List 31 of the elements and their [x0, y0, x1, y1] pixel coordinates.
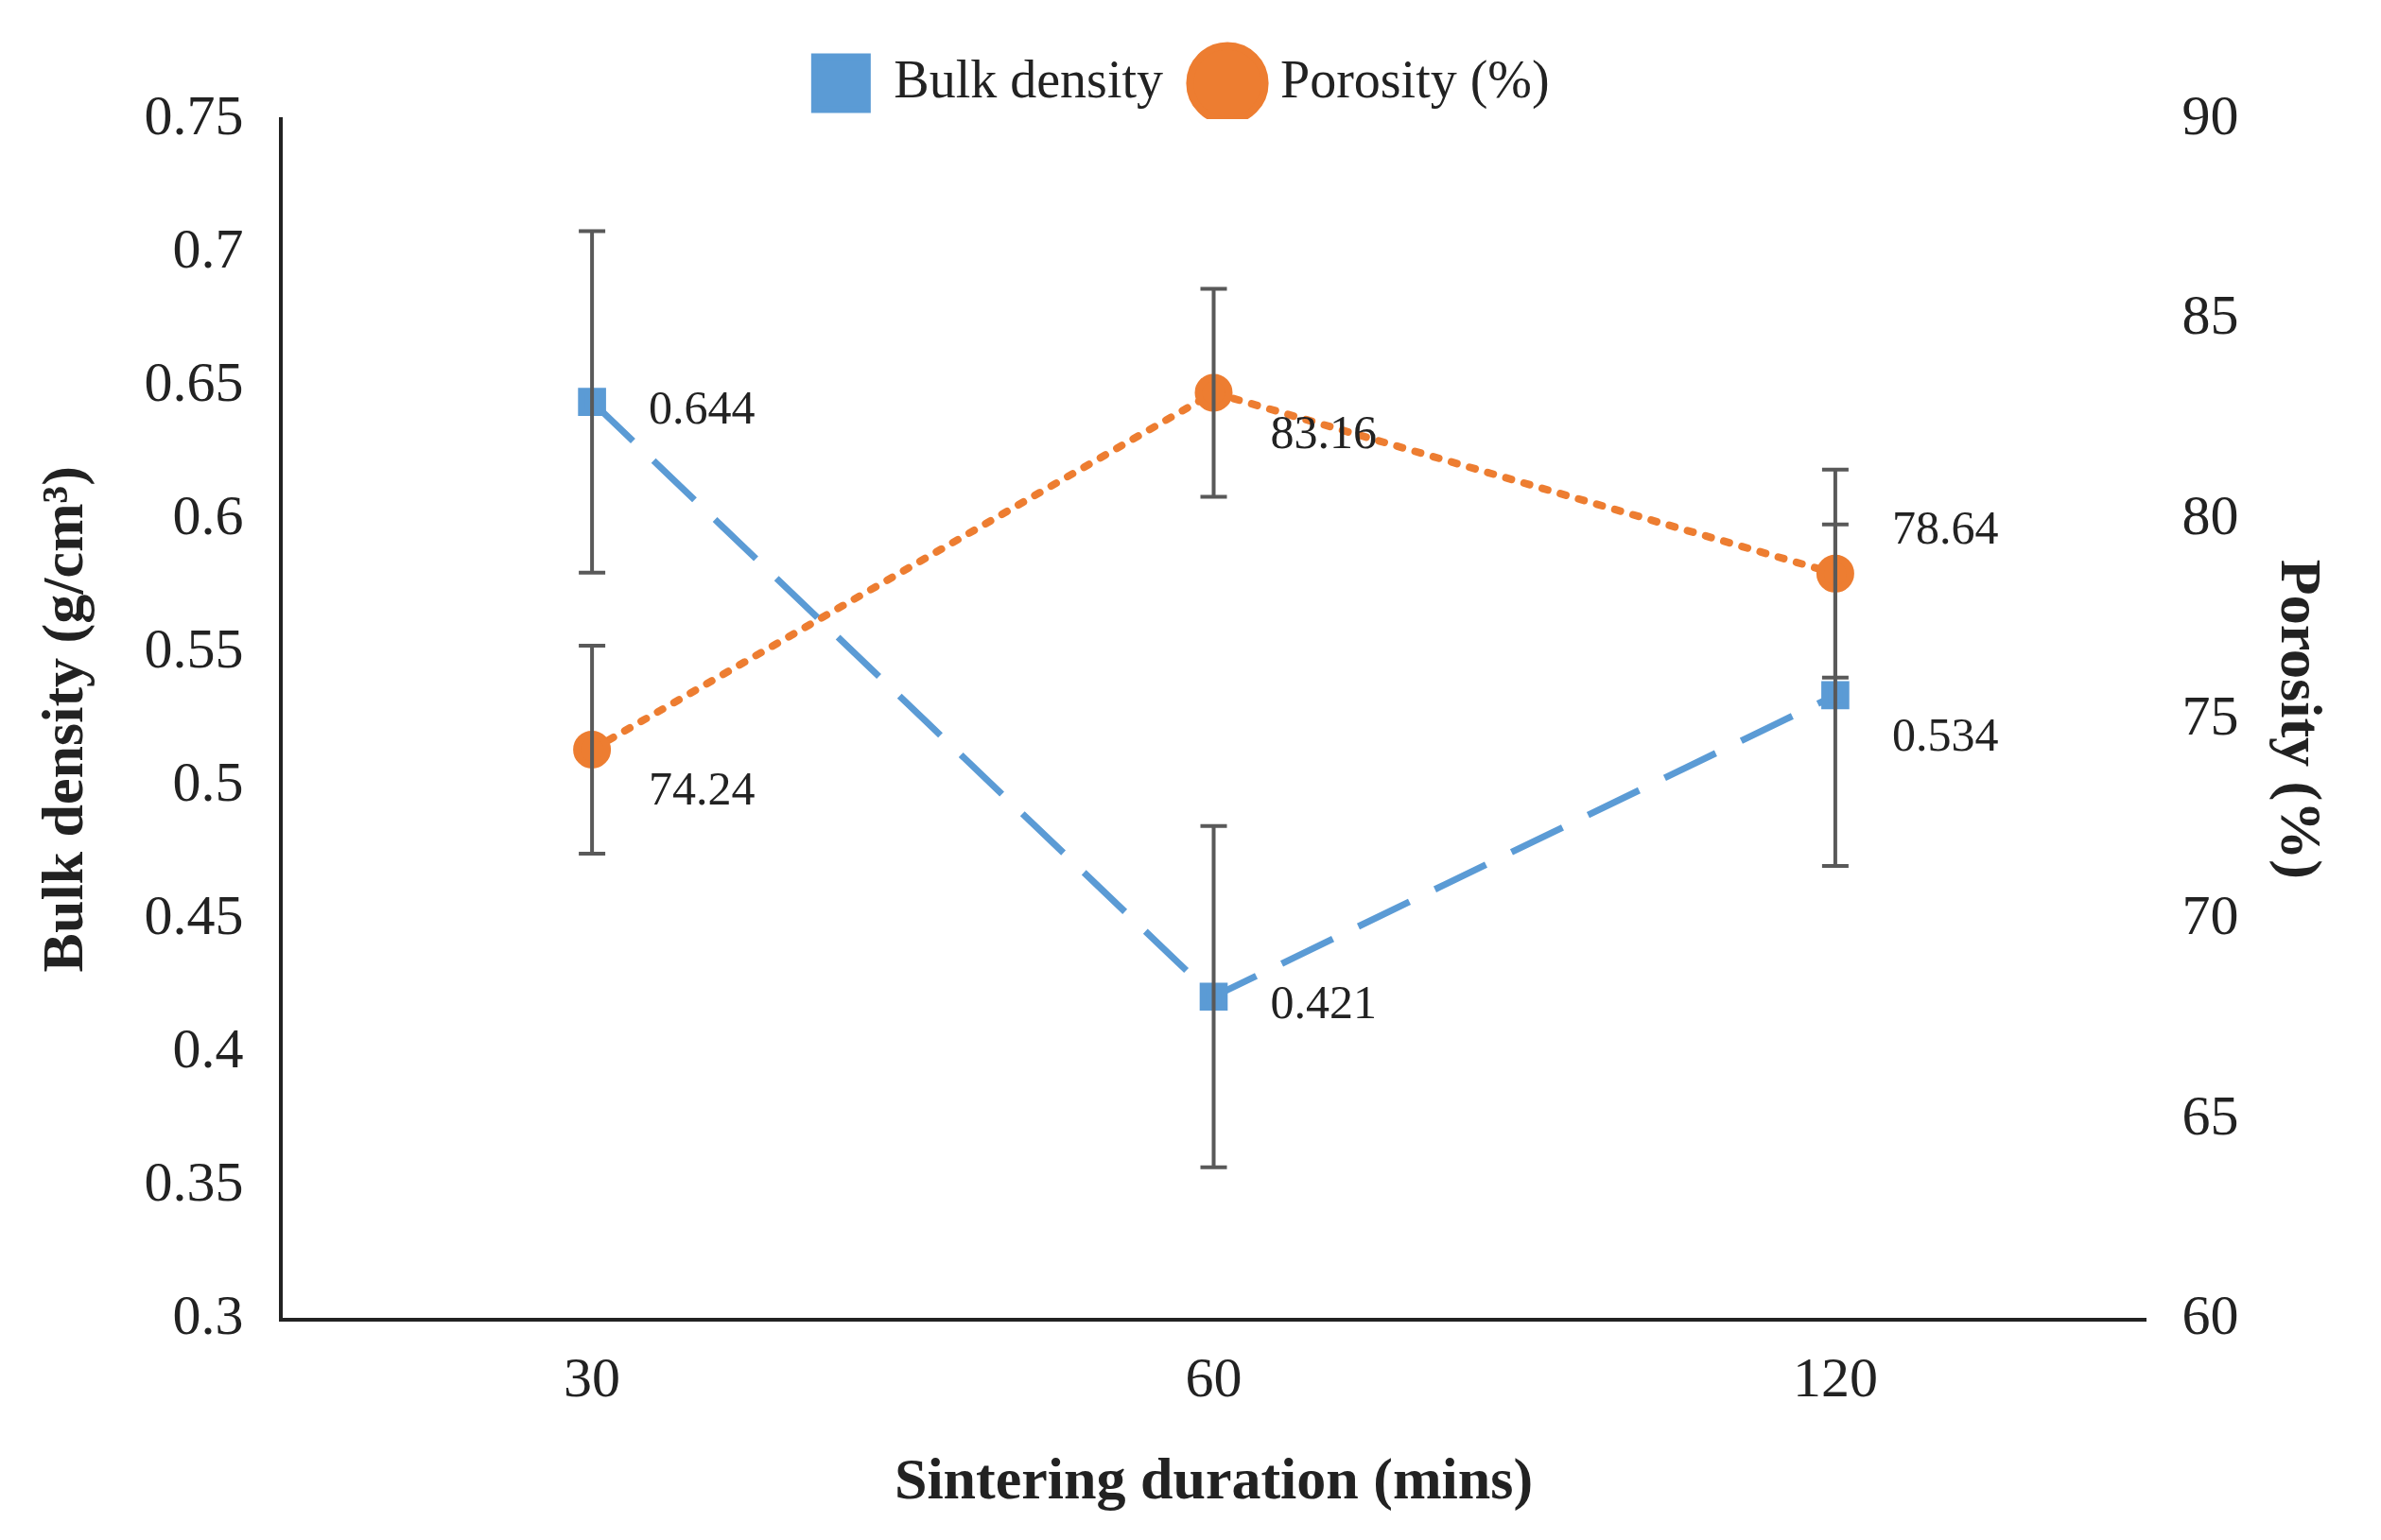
y-tick-label: 0.7 — [172, 216, 244, 280]
y-tick-label: 0.75 — [144, 83, 244, 147]
y-tick-label: 0.55 — [144, 617, 244, 681]
y-tick-label: 0.5 — [172, 751, 244, 814]
legend-label: Bulk density — [894, 49, 1164, 109]
x-tick-label: 30 — [564, 1346, 621, 1410]
legend-label: Porosity (%) — [1280, 49, 1550, 110]
x-tick-label: 60 — [1185, 1346, 1243, 1410]
y-tick-label: 0.4 — [172, 1017, 244, 1081]
data-label: 83.16 — [1270, 405, 1377, 459]
y2-tick-label: 65 — [2181, 1083, 2239, 1147]
y2-tick-label: 70 — [2181, 884, 2239, 947]
data-label: 78.64 — [1891, 500, 1999, 554]
y2-tick-label: 60 — [2181, 1284, 2239, 1347]
y2-tick-label: 75 — [2181, 683, 2239, 747]
y-axis-title: Bulk density (g/cm³) — [30, 466, 96, 973]
data-label: 0.534 — [1891, 707, 1999, 761]
y2-axis-title: Porosity (%) — [2268, 559, 2334, 879]
x-axis-title: Sintering duration (mins) — [894, 1445, 1534, 1512]
y-tick-label: 0.6 — [172, 483, 244, 546]
y2-tick-label: 85 — [2181, 284, 2239, 347]
data-label: 74.24 — [649, 762, 756, 816]
x-tick-label: 120 — [1792, 1346, 1878, 1410]
y-tick-label: 0.45 — [144, 884, 244, 947]
data-label: 0.644 — [649, 381, 756, 435]
data-label: 0.421 — [1270, 976, 1377, 1030]
y-tick-label: 0.65 — [144, 350, 244, 413]
y2-tick-label: 80 — [2181, 483, 2239, 546]
y2-tick-label: 90 — [2181, 83, 2239, 147]
y-tick-label: 0.35 — [144, 1151, 244, 1214]
y-tick-label: 0.3 — [172, 1284, 244, 1347]
